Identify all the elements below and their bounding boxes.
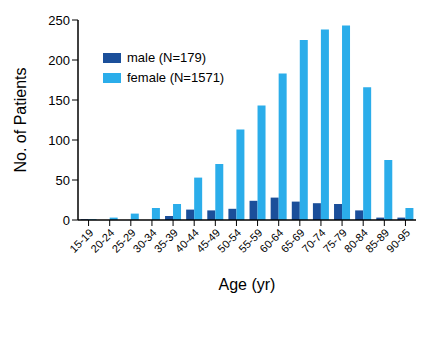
- svg-text:250: 250: [48, 13, 70, 28]
- svg-text:55-59: 55-59: [236, 226, 265, 255]
- svg-text:50: 50: [56, 173, 70, 188]
- html-text:male (N=179): male (N=179): [127, 50, 207, 65]
- svg-text:100: 100: [48, 133, 70, 148]
- svg-text:75-79: 75-79: [320, 226, 349, 255]
- svg-text:15-19: 15-19: [67, 226, 96, 255]
- svg-text:40-44: 40-44: [172, 226, 202, 255]
- svg-text:65-69: 65-69: [278, 226, 307, 255]
- svg-text:85-89: 85-89: [362, 226, 392, 255]
- svg-text:35-39: 35-39: [151, 226, 180, 255]
- svg-text:50-54: 50-54: [215, 226, 244, 255]
- svg-text:Age (yr): Age (yr): [219, 276, 276, 293]
- svg-text:20-24: 20-24: [88, 226, 117, 255]
- svg-text:150: 150: [48, 93, 70, 108]
- svg-text:No. of Patients: No. of Patients: [12, 68, 29, 173]
- svg-text:25-29: 25-29: [109, 226, 138, 255]
- svg-text:200: 200: [48, 53, 70, 68]
- svg-text:30-34: 30-34: [130, 226, 159, 255]
- svg-text:45-49: 45-49: [193, 226, 223, 255]
- svg-text:0: 0: [63, 213, 70, 228]
- html-text:female (N=1571): female (N=1571): [127, 70, 225, 85]
- svg-text:80-84: 80-84: [341, 226, 371, 255]
- svg-text:70-74: 70-74: [299, 226, 328, 255]
- svg-text:60-64: 60-64: [257, 226, 286, 255]
- svg-text:90-95: 90-95: [384, 226, 412, 254]
